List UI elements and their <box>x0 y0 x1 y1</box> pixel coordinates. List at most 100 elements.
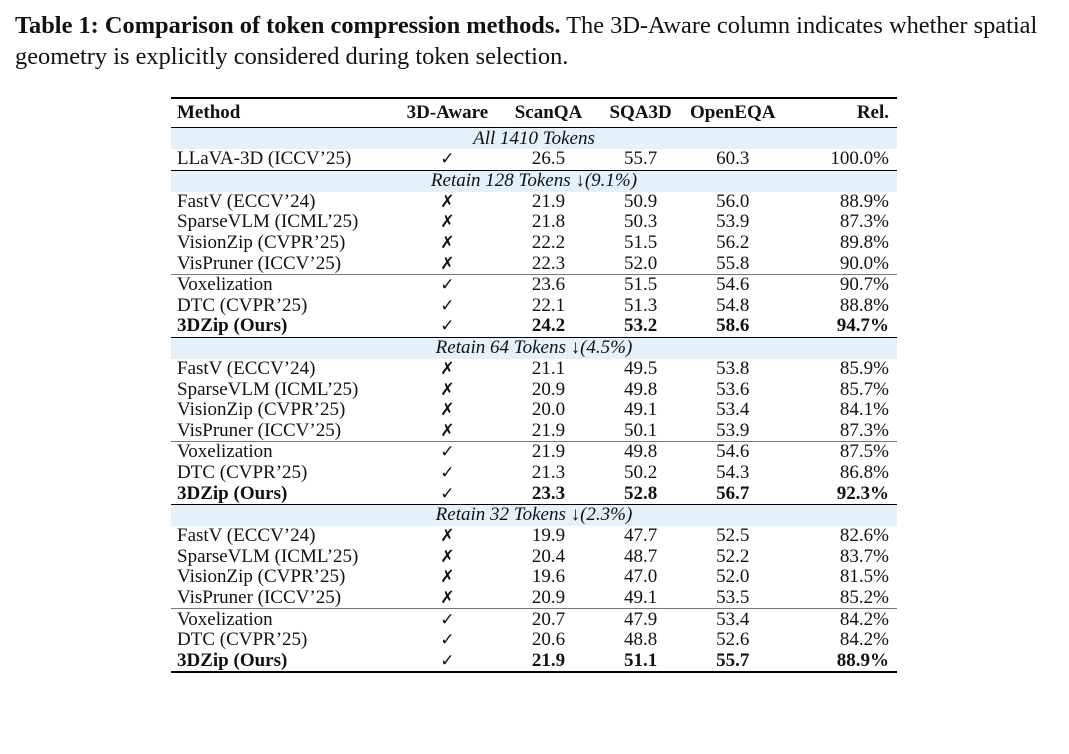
scanqa-cell: 21.9 <box>531 649 566 671</box>
method-cell: VisionZip (CVPR’25) <box>177 399 346 421</box>
header-scanqa: ScanQA <box>514 102 583 123</box>
section-title: All 1410 Tokens <box>171 127 897 149</box>
aware-mark: ✗ <box>440 379 455 400</box>
openeqa-cell: 52.5 <box>716 525 750 547</box>
scanqa-cell: 22.2 <box>531 232 566 254</box>
rel-cell: 90.0% <box>839 252 889 274</box>
openeqa-cell: 54.6 <box>686 273 779 296</box>
openeqa-cell: 58.6 <box>716 315 750 337</box>
table-row: SparseVLM (ICML’25) ✗ 20.4 48.7 52.2 83.7% <box>171 545 897 568</box>
sqa3d-cell: 49.1 <box>624 586 658 608</box>
rel-cell: 90.7% <box>778 273 897 296</box>
table-body: All 1410 Tokens LLaVA-3D (ICCV’25) ✓ 26.5 55… <box>171 127 897 673</box>
openeqa-cell: 55.8 <box>716 252 750 274</box>
scanqa-cell: 20.6 <box>531 629 566 651</box>
table-row: LLaVA-3D (ICCV’25) ✓ 26.5 55.7 60.3 100.0% <box>171 149 897 170</box>
sqa3d-cell: 49.1 <box>624 399 658 421</box>
sqa3d-cell: 47.7 <box>624 525 658 547</box>
header-openeqa: OpenEQA <box>689 102 776 123</box>
section-title: Retain 64 Tokens ↓(4.5%) <box>171 337 897 359</box>
scanqa-cell: 19.6 <box>531 566 566 588</box>
sqa3d-cell: 47.9 <box>594 608 687 630</box>
header-sqa3d: SQA3D <box>609 102 672 123</box>
scanqa-cell: 20.9 <box>531 586 566 608</box>
scanqa-cell: 21.9 <box>502 441 595 463</box>
scanqa-cell: 23.3 <box>531 482 566 504</box>
rel-cell: 87.5% <box>778 441 897 463</box>
openeqa-cell: 53.9 <box>716 211 750 233</box>
sqa3d-cell: 47.0 <box>624 566 658 588</box>
sqa3d-cell: 48.8 <box>624 629 658 651</box>
table-row: Voxelization ✓ 21.9 49.8 54.6 87.5% <box>171 441 897 463</box>
openeqa-cell: 54.6 <box>686 441 779 463</box>
method-cell: DTC (CVPR’25) <box>177 294 308 316</box>
table-row: 3DZip (Ours) ✓ 23.3 52.8 56.7 92.3% <box>171 483 897 504</box>
method-cell: SparseVLM (ICML’25) <box>177 545 359 567</box>
rel-cell: 85.7% <box>839 378 889 400</box>
method-cell: DTC (CVPR’25) <box>177 629 308 651</box>
section-header-row: Retain 32 Tokens ↓(2.3%) <box>171 504 897 526</box>
aware-mark: ✓ <box>440 650 455 671</box>
rel-cell: 88.9% <box>836 649 889 671</box>
comparison-table: Method 3D-Aware ScanQA SQA3D OpenEQA Rel… <box>171 97 897 673</box>
openeqa-cell: 53.4 <box>716 399 750 421</box>
section-header-row: Retain 64 Tokens ↓(4.5%) <box>171 337 897 359</box>
method-cell: Voxelization <box>171 273 393 296</box>
method-cell: 3DZip (Ours) <box>177 482 288 504</box>
rel-cell: 86.8% <box>839 462 889 484</box>
sqa3d-cell: 50.2 <box>624 462 658 484</box>
method-cell: VisPruner (ICCV’25) <box>177 419 342 441</box>
method-cell: DTC (CVPR’25) <box>177 462 308 484</box>
openeqa-cell: 55.7 <box>716 649 750 671</box>
sqa3d-cell: 51.3 <box>624 294 658 316</box>
scanqa-cell: 22.3 <box>531 252 566 274</box>
table-row: VisionZip (CVPR’25) ✗ 22.2 51.5 56.2 89.8% <box>171 233 897 254</box>
scanqa-cell: 21.8 <box>531 211 566 233</box>
table-row: VisPruner (ICCV’25) ✗ 22.3 52.0 55.8 90.0% <box>171 253 897 274</box>
openeqa-cell: 54.3 <box>716 462 750 484</box>
table-row: FastV (ECCV’24) ✗ 21.9 50.9 56.0 88.9% <box>171 192 897 213</box>
rel-cell: 92.3% <box>836 482 889 504</box>
rel-cell: 87.3% <box>839 211 889 233</box>
openeqa-cell: 56.7 <box>716 482 750 504</box>
table-header-row: Method 3D-Aware ScanQA SQA3D OpenEQA Rel… <box>171 98 897 128</box>
sqa3d-cell: 51.5 <box>594 273 687 296</box>
method-cell: FastV (ECCV’24) <box>177 190 316 212</box>
table-row: VisionZip (CVPR’25) ✗ 20.0 49.1 53.4 84.1% <box>171 400 897 421</box>
table-row: FastV (ECCV’24) ✗ 21.1 49.5 53.8 85.9% <box>171 359 897 380</box>
section-header-row: All 1410 Tokens <box>171 127 897 149</box>
sqa3d-cell: 52.8 <box>624 482 658 504</box>
table-row: VisPruner (ICCV’25) ✗ 21.9 50.1 53.9 87.3% <box>171 419 897 442</box>
rel-cell: 83.7% <box>839 545 889 567</box>
rel-cell: 84.1% <box>839 399 889 421</box>
openeqa-cell: 53.5 <box>716 586 750 608</box>
method-cell: VisionZip (CVPR’25) <box>177 566 346 588</box>
table-row: DTC (CVPR’25) ✓ 22.1 51.3 54.8 88.8% <box>171 296 897 317</box>
scanqa-cell: 21.9 <box>531 190 566 212</box>
table-row: 3DZip (Ours) ✓ 24.2 53.2 58.6 94.7% <box>171 316 897 337</box>
rel-cell: 85.2% <box>839 586 889 608</box>
method-cell: 3DZip (Ours) <box>177 649 288 671</box>
table-row: FastV (ECCV’24) ✗ 19.9 47.7 52.5 82.6% <box>171 526 897 547</box>
aware-mark: ✓ <box>440 483 455 504</box>
caption-text: The 3D-Aware column indicates whether sp… <box>15 12 1038 70</box>
scanqa-cell: 21.3 <box>531 462 566 484</box>
scanqa-cell: 20.4 <box>531 545 566 567</box>
method-cell: FastV (ECCV’24) <box>177 358 316 380</box>
openeqa-cell: 56.2 <box>716 232 750 254</box>
scanqa-cell: 26.5 <box>531 148 566 170</box>
openeqa-cell: 53.4 <box>686 608 779 630</box>
aware-mark: ✗ <box>440 212 455 233</box>
method-cell: SparseVLM (ICML’25) <box>177 378 359 400</box>
sqa3d-cell: 55.7 <box>624 148 658 170</box>
aware-mark: ✓ <box>440 295 455 316</box>
openeqa-cell: 56.0 <box>716 190 750 212</box>
scanqa-cell: 20.9 <box>531 378 566 400</box>
sqa3d-cell: 49.8 <box>594 441 687 463</box>
scanqa-cell: 20.7 <box>502 608 595 630</box>
sqa3d-cell: 50.3 <box>624 211 658 233</box>
aware-mark: ✓ <box>440 463 455 484</box>
table-row: DTC (CVPR’25) ✓ 21.3 50.2 54.3 86.8% <box>171 463 897 484</box>
aware-mark: ✓ <box>440 316 455 337</box>
method-cell: VisPruner (ICCV’25) <box>177 252 342 274</box>
